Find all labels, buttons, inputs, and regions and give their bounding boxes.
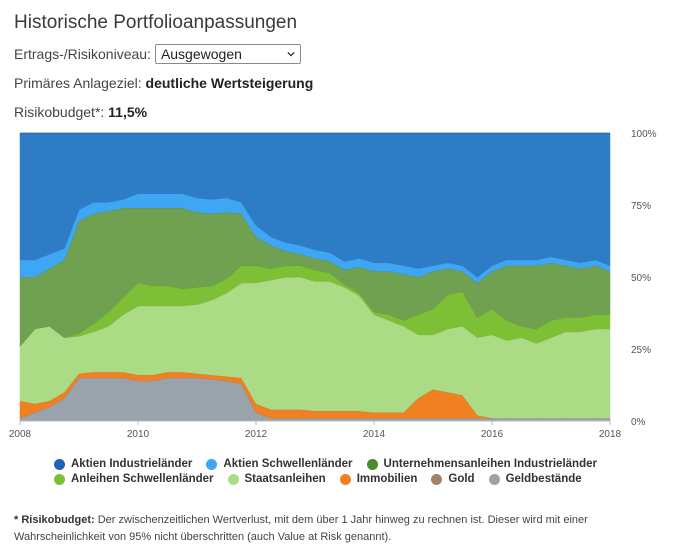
legend-marker-icon [488, 473, 500, 485]
chart-legend: Aktien Industrieländer Aktien Schwellenlä… [54, 458, 654, 488]
legend-label: Geldbestände [505, 473, 582, 485]
y-tick-label: 100% [631, 129, 657, 140]
portfolio-allocation-chart: 2008 2010 2012 2014 2016 2018 0% 25% 50% 75% 100% [9, 129, 657, 440]
y-tick-label: 50% [631, 273, 651, 284]
x-tick-label: 2012 [245, 429, 268, 440]
y-tick-label: 0% [631, 417, 646, 428]
legend-label: Staatsanleihen [244, 473, 326, 485]
risk-level-label: Ertrags-/Risikoniveau: [14, 46, 151, 62]
legend-row: Anleihen Schwellenländer Staatsanleihen Im… [54, 473, 654, 485]
legend-marker-icon [54, 473, 65, 485]
risk-budget-row: Risikobudget*: 11,5% [14, 104, 147, 120]
y-tick-label: 75% [631, 201, 651, 212]
legend-label: Anleihen Schwellenländer [71, 473, 214, 485]
legend-marker-icon [227, 473, 239, 485]
risk-budget-label: Risikobudget*: [14, 104, 105, 120]
legend-item[interactable]: Aktien Schwellenländer [206, 458, 353, 470]
risk-level-row: Ertrags-/Risikoniveau: Ausgewogen [14, 44, 301, 64]
chart-areas [19, 132, 611, 422]
x-tick-label: 2018 [599, 429, 622, 440]
risk-level-selected-value: Ausgewogen [160, 46, 242, 62]
legend-item[interactable]: Immobilien [339, 473, 418, 485]
legend-item[interactable]: Unternehmensanleihen Industrieländer [366, 458, 597, 470]
legend-item[interactable]: Geldbestände [488, 473, 582, 485]
legend-label: Gold [448, 473, 475, 485]
legend-label: Immobilien [356, 473, 418, 485]
investment-goal-row: Primäres Anlageziel: deutliche Wertsteig… [14, 75, 313, 91]
legend-item[interactable]: Aktien Industrieländer [54, 458, 192, 470]
investment-goal-value: deutliche Wertsteigerung [145, 75, 314, 91]
legend-item[interactable]: Gold [431, 473, 475, 485]
x-tick-label: 2010 [127, 429, 150, 440]
area-series-aktien-industrieländer[interactable] [19, 132, 611, 278]
footnote-label: * Risikobudget: [14, 514, 95, 526]
y-tick-label: 25% [631, 345, 651, 356]
risk-budget-value: 11,5% [108, 104, 148, 120]
legend-row: Aktien Industrieländer Aktien Schwellenlä… [54, 458, 654, 470]
risk-budget-footnote: * Risikobudget: Der zwischenzeitlichen W… [14, 512, 654, 546]
legend-item[interactable]: Staatsanleihen [227, 473, 326, 485]
legend-marker-icon [431, 473, 443, 485]
x-tick-label: 2016 [481, 429, 504, 440]
x-tick-label: 2014 [363, 429, 386, 440]
chevron-down-icon [287, 51, 295, 57]
x-tick-label: 2008 [9, 429, 32, 440]
risk-level-select[interactable]: Ausgewogen [154, 44, 301, 64]
legend-marker-icon [206, 458, 218, 470]
footnote-text: Der zwischenzeitlichen Wertverlust, mit … [14, 514, 588, 543]
legend-marker-icon [366, 458, 378, 470]
page-title: Historische Portfolioanpassungen [14, 12, 298, 33]
legend-label: Unternehmensanleihen Industrieländer [383, 458, 597, 470]
legend-label: Aktien Schwellenländer [223, 458, 353, 470]
investment-goal-label: Primäres Anlageziel: [14, 75, 142, 91]
legend-marker-icon [54, 458, 65, 470]
chart-axes: 2008 2010 2012 2014 2016 2018 0% 25% 50% 75% 100% [9, 129, 657, 440]
legend-item[interactable]: Anleihen Schwellenländer [54, 473, 214, 485]
legend-label: Aktien Industrieländer [71, 458, 193, 470]
legend-marker-icon [339, 473, 351, 485]
